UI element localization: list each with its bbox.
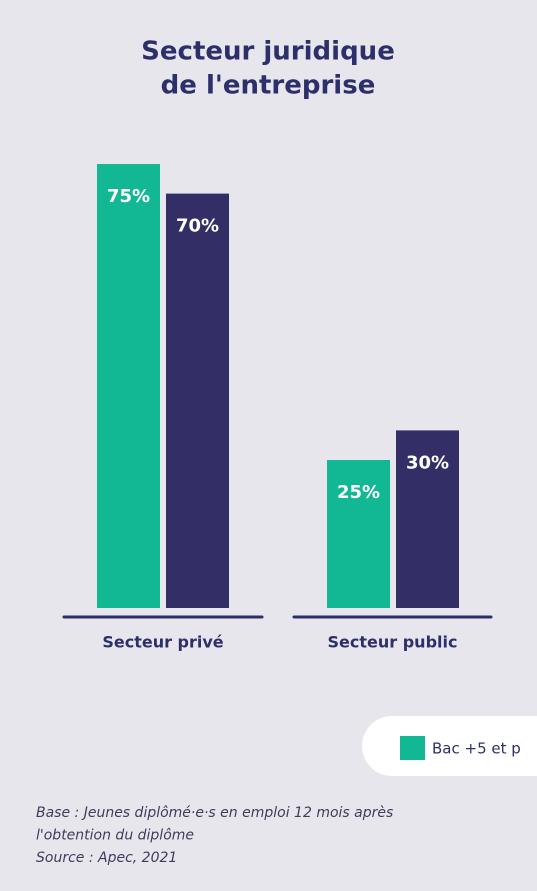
legend-swatch: [400, 736, 425, 760]
footnote: Source : Apec, 2021: [36, 850, 177, 866]
value-label: 25%: [337, 482, 380, 503]
chart-title: de l'entreprise: [161, 71, 376, 101]
value-label: 70%: [176, 216, 219, 237]
bar: [327, 460, 390, 608]
legend-box: [362, 716, 537, 776]
bar: [396, 430, 459, 608]
footnote: Base : Jeunes diplômé·e·s en emploi 12 m…: [36, 805, 393, 821]
bar: [166, 193, 229, 608]
value-label: 75%: [107, 186, 150, 207]
chart-title: Secteur juridique: [141, 37, 395, 67]
footnote: l'obtention du diplôme: [36, 828, 194, 844]
x-tick-label: Secteur privé: [102, 633, 223, 652]
x-tick-label: Secteur public: [328, 633, 458, 652]
bar: [97, 164, 160, 608]
legend-label: Bac +5 et p: [432, 740, 521, 758]
value-label: 30%: [406, 452, 449, 473]
